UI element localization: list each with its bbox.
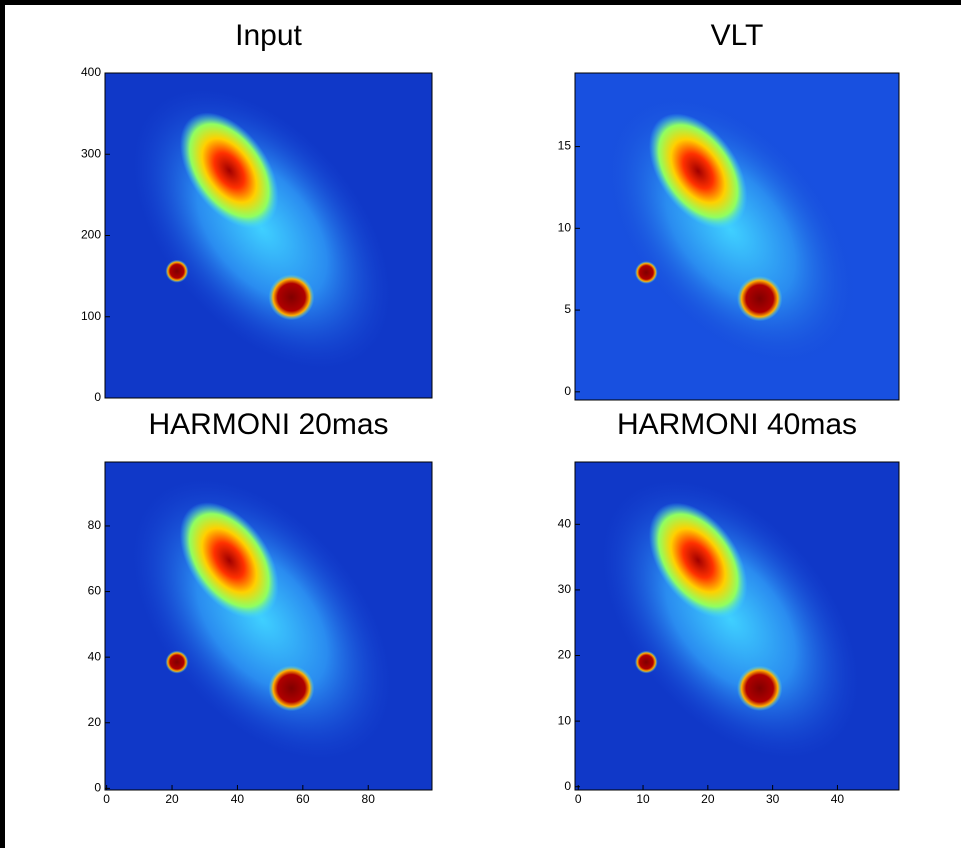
- axes-frame: [574, 72, 900, 401]
- y-tick-label: 0: [564, 384, 571, 398]
- bright-source: [165, 650, 189, 674]
- x-tick-label: 10: [636, 792, 650, 806]
- x-tick-label: 60: [296, 792, 310, 806]
- y-tick-label: 30: [558, 582, 572, 596]
- y-tick-label: 40: [558, 516, 572, 530]
- y-tick-label: 20: [558, 648, 572, 662]
- y-tick-label: 400: [81, 65, 101, 79]
- panel-title: Input: [235, 19, 302, 52]
- y-tick-label: 20: [88, 715, 102, 729]
- axes-frame: [104, 461, 433, 791]
- bright-source: [634, 650, 658, 674]
- panel-title: HARMONI 20mas: [148, 408, 388, 441]
- galaxy-core: [179, 112, 279, 229]
- galaxy-core: [179, 502, 279, 619]
- y-tick-label: 10: [558, 713, 572, 727]
- x-tick-label: 30: [766, 792, 780, 806]
- y-tick-label: 200: [81, 228, 101, 242]
- image: [105, 462, 432, 790]
- y-tick-label: 60: [88, 584, 102, 598]
- panel-title: VLT: [711, 19, 764, 52]
- galaxy-core: [648, 113, 748, 229]
- y-tick-label: 100: [81, 309, 101, 323]
- x-tick-label: 20: [701, 792, 715, 806]
- image: [575, 462, 899, 790]
- x-tick-label: 0: [575, 792, 582, 806]
- y-tick-label: 40: [88, 649, 102, 663]
- bright-source: [165, 259, 189, 283]
- x-tick-label: 0: [103, 792, 110, 806]
- bright-source: [268, 665, 315, 712]
- bright-source: [737, 665, 783, 711]
- bright-source: [634, 261, 658, 284]
- top-border: [0, 0, 961, 5]
- left-border: [0, 0, 5, 848]
- y-tick-label: 5: [564, 302, 571, 316]
- y-tick-label: 0: [94, 781, 101, 795]
- x-tick-label: 40: [831, 792, 845, 806]
- bright-source: [737, 275, 783, 322]
- y-tick-label: 15: [558, 139, 572, 153]
- image: [575, 73, 899, 400]
- y-tick-label: 0: [564, 779, 571, 793]
- y-tick-label: 0: [94, 390, 101, 404]
- bright-source: [268, 274, 315, 321]
- image: [105, 73, 432, 398]
- x-tick-label: 20: [165, 792, 179, 806]
- y-tick-label: 80: [88, 518, 102, 532]
- panel-title: HARMONI 40mas: [617, 408, 857, 441]
- x-tick-label: 40: [231, 792, 245, 806]
- axes-frame: [574, 461, 900, 791]
- y-tick-label: 300: [81, 146, 101, 160]
- y-tick-label: 10: [558, 220, 572, 234]
- x-tick-label: 80: [362, 792, 376, 806]
- galaxy-core: [648, 502, 748, 619]
